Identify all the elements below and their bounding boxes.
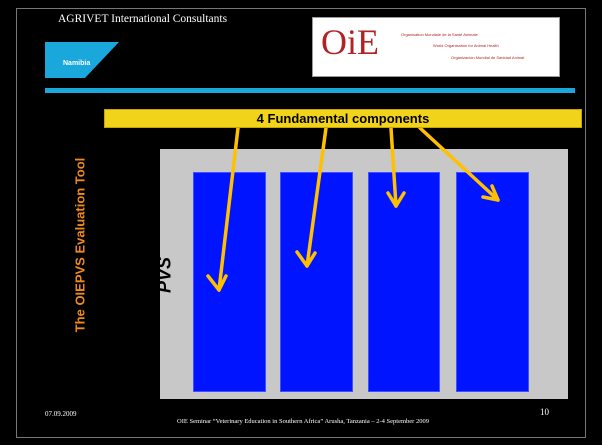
- page-number: 10: [540, 407, 549, 417]
- banner-fundamental-components: 4 Fundamental components: [104, 109, 582, 128]
- footer-seminar: OIE Seminar “Veterinary Education in Sou…: [177, 418, 429, 425]
- arrow-1: [206, 126, 240, 292]
- oie-logo-box: OiE Organisation Mondiale de la Santé An…: [312, 17, 560, 77]
- slide-frame: [16, 8, 586, 438]
- arrow-3: [386, 126, 406, 208]
- namibia-logo: [45, 42, 119, 78]
- header-divider: [45, 88, 575, 93]
- component-column-3: [368, 172, 440, 392]
- footer-date: 07.09.2009: [45, 410, 77, 418]
- arrow-4: [418, 126, 500, 202]
- oie-name-fr: Organisation Mondiale de la Santé Animal…: [401, 32, 478, 37]
- org-name: AGRIVET International Consultants: [58, 13, 228, 25]
- arrow-2: [295, 126, 328, 268]
- oie-name-en: World Organisation for Animal Health: [433, 43, 499, 48]
- component-column-4: [456, 172, 529, 392]
- namibia-label: Namibia: [63, 60, 91, 67]
- oie-name-es: Organización Mundial de Sanidad Animal: [451, 55, 525, 60]
- oie-logo: OiE: [321, 22, 379, 62]
